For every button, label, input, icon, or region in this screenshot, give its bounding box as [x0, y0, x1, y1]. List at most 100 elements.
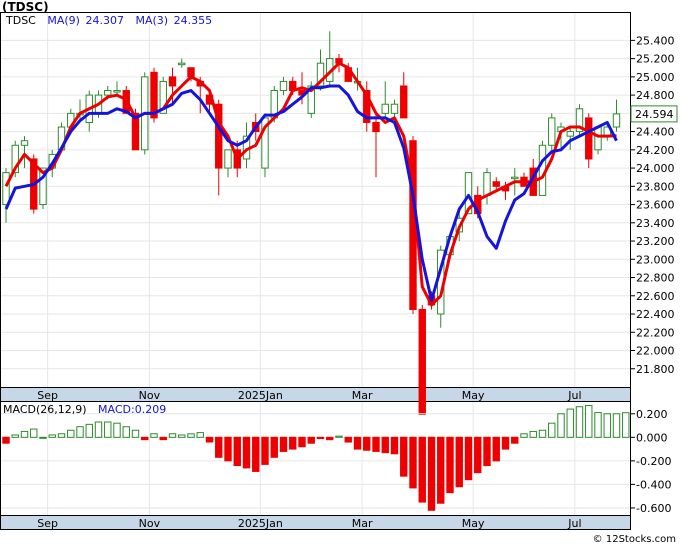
macd-y-tick-label: 0.200 [636, 408, 668, 421]
candle-body [511, 176, 519, 180]
macd-bar [455, 436, 463, 488]
macd-panel [0, 401, 631, 517]
macd-bar [307, 436, 315, 444]
price-y-tick-label: 21.800 [636, 363, 675, 376]
macd-legend: MACD(26,12,9) MACD:0.209 [3, 403, 168, 416]
macd-bar [94, 421, 103, 438]
macd-bar [326, 436, 334, 441]
candle-body [150, 71, 158, 119]
last-price-tag-box [630, 105, 678, 123]
macd-y-tick-label: -0.200 [636, 455, 671, 468]
macd-bar [344, 436, 352, 443]
price-y-tick-label: 25.400 [636, 34, 675, 47]
macd-bar [289, 436, 297, 450]
macd-bar [39, 436, 47, 439]
macd-bar [400, 436, 408, 477]
macd-bar [335, 435, 343, 438]
candle-body [261, 117, 269, 169]
price-x-tick-label: May [462, 389, 485, 402]
macd-bar [409, 436, 417, 489]
macd-x-tick-label: 2025Jan [238, 517, 283, 530]
macd-bar [557, 413, 565, 438]
candle-body [566, 131, 574, 137]
macd-bar [279, 436, 288, 452]
candle-body [11, 144, 19, 174]
candle-body [612, 113, 621, 128]
macd-gridlines [1, 402, 630, 515]
candle-body [178, 62, 186, 66]
candle-body [464, 172, 473, 215]
macd-y-tick-label: -0.600 [636, 502, 671, 515]
macd-bar [464, 436, 473, 481]
macd-x-tick-label: Sep [37, 517, 58, 530]
price-y-tick-label: 22.000 [636, 345, 675, 358]
price-y-tick-label: 22.400 [636, 308, 675, 321]
macd-bar [150, 433, 158, 438]
candle-body [363, 90, 371, 123]
macd-bar [178, 434, 186, 438]
macd-x-axis-band [0, 515, 631, 530]
price-x-tick-label: Jul [567, 389, 581, 402]
candle-body [279, 80, 288, 92]
macd-bar [168, 433, 177, 438]
macd-bar [298, 436, 306, 448]
price-x-tick-label: Mar [352, 389, 373, 402]
price-y-tick-label: 24.800 [636, 89, 675, 102]
macd-bar [446, 436, 454, 494]
price-y-tick-label: 23.200 [636, 235, 675, 248]
macd-bar [418, 436, 426, 503]
price-x-tick-label: Nov [139, 389, 161, 402]
macd-bar [48, 434, 56, 438]
price-y-tick-label: 25.000 [636, 71, 675, 84]
macd-bar [622, 412, 630, 438]
macd-bar [141, 436, 149, 441]
candle-body [215, 103, 223, 169]
legend-ticker: TDSC [6, 14, 36, 27]
macd-bar [492, 436, 500, 462]
macd-bar [594, 412, 602, 438]
macd-bar [85, 423, 93, 438]
macd-bar [67, 429, 75, 438]
macd-x-axis: Sep Nov 2025Jan Mar May Jul [37, 517, 581, 530]
macd-bar [30, 428, 38, 438]
macd-bar [215, 436, 223, 458]
candle-body [2, 172, 10, 206]
legend-ma3-value: 24.355 [173, 14, 213, 27]
candle-body [131, 112, 140, 151]
macd-histogram [2, 405, 630, 511]
macd-bar [242, 436, 251, 469]
macd-bar [474, 436, 482, 474]
legend-ma9-label: MA(9) [47, 14, 80, 27]
price-y-tick-label: 24.200 [636, 144, 675, 157]
macd-x-tick-label: Mar [352, 517, 373, 530]
macd-x-tick-label: Jul [567, 517, 581, 530]
macd-bar [390, 436, 399, 455]
candle-body [548, 117, 556, 146]
macd-bar [603, 413, 611, 438]
macd-bar [437, 436, 445, 504]
price-x-axis: Sep Nov 2025Jan Mar May Jul [37, 389, 581, 402]
candle-body [492, 181, 500, 187]
candle-body [307, 85, 315, 114]
macd-bar [538, 429, 547, 438]
candle-body [113, 90, 121, 93]
macd-bar [483, 436, 491, 467]
macd-bar [501, 436, 510, 450]
macd-x-tick-label: Nov [139, 517, 161, 530]
macd-x-tick-label: May [462, 517, 485, 530]
last-price-tag: 24.594 [630, 105, 678, 123]
candle-body [224, 149, 232, 169]
macd-bar [353, 436, 362, 450]
candle-body [585, 117, 593, 160]
macd-bar [261, 436, 269, 465]
candle-body [594, 126, 602, 151]
macd-bar [159, 436, 167, 441]
price-panel [0, 12, 631, 389]
macd-bar [11, 434, 19, 438]
price-y-tick-label: 22.200 [636, 326, 675, 339]
price-legend: TDSC MA(9) 24.307 MA(3) 24.355 [6, 14, 214, 27]
candle-body [381, 103, 389, 114]
price-y-tick-label: 22.600 [636, 290, 675, 303]
last-price-value: 24.594 [635, 108, 674, 121]
